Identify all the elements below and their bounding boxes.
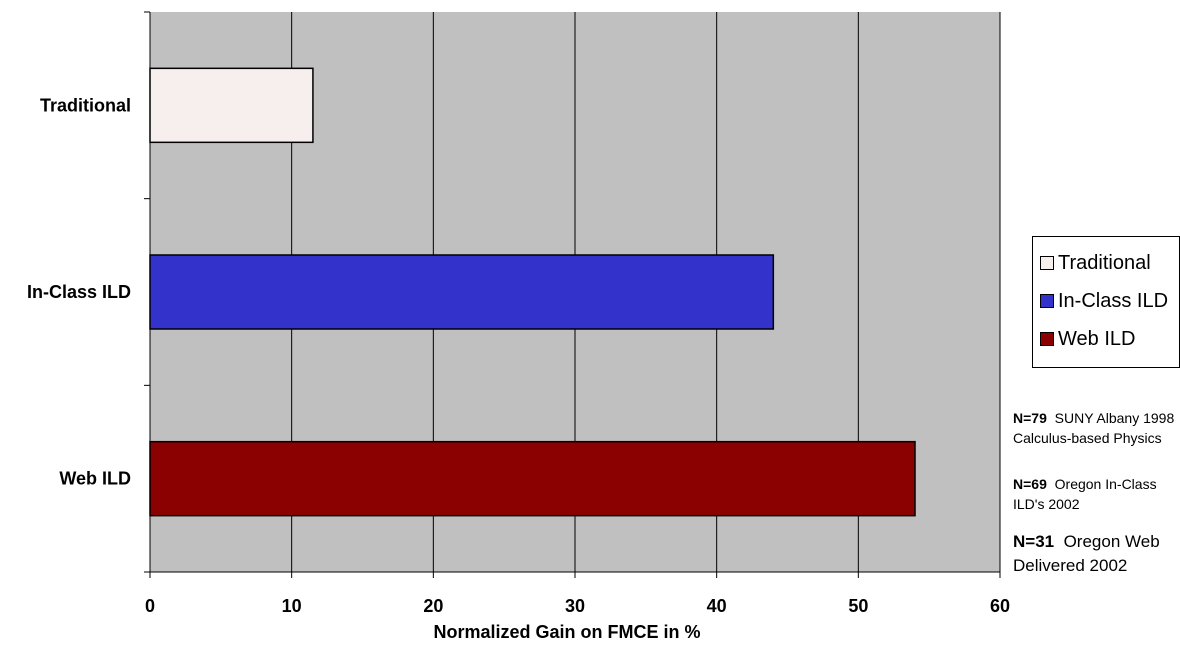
legend: Traditional In-Class ILD Web ILD: [1032, 236, 1180, 368]
legend-label-web-ild: Web ILD: [1058, 327, 1136, 350]
x-tick-label-10: 10: [282, 596, 302, 616]
x-tick-label-40: 40: [707, 596, 727, 616]
bar-in-class-ild: [149, 254, 775, 330]
x-tick-label-60: 60: [990, 596, 1010, 616]
note-n-oregon-web: N=31: [1013, 532, 1055, 551]
note-suny-albany: N=79 SUNY Albany 1998 Calculus-based Phy…: [1013, 408, 1178, 448]
x-tick-label-50: 50: [848, 596, 868, 616]
category-label-in-class-ild: In-Class ILD: [27, 282, 131, 302]
category-label-web-ild: Web ILD: [59, 469, 131, 489]
legend-swatch-web-ild: [1040, 332, 1054, 346]
note-text-suny: SUNY Albany 1998 Calculus-based Physics: [1013, 410, 1175, 446]
x-axis-title: Normalized Gain on FMCE in %: [433, 622, 700, 642]
note-oregon-in-class: N=69 Oregon In-Class ILD's 2002: [1013, 474, 1178, 514]
category-label-traditional: Traditional: [40, 95, 131, 115]
bar-web-ild: [149, 440, 916, 517]
legend-item-traditional: Traditional: [1033, 244, 1179, 282]
legend-label-in-class-ild: In-Class ILD: [1058, 289, 1169, 312]
bar-traditional: [149, 67, 314, 144]
note-oregon-web: N=31 Oregon Web Delivered 2002: [1013, 530, 1178, 578]
legend-swatch-traditional: [1040, 256, 1054, 270]
note-n-oregon-in-class: N=69: [1013, 476, 1047, 492]
note-text-oregon-web: Oregon Web Delivered 2002: [1013, 532, 1160, 575]
note-text-oregon-in-class: Oregon In-Class ILD's 2002: [1013, 476, 1157, 512]
legend-label-traditional: Traditional: [1058, 251, 1151, 274]
note-n-suny: N=79: [1013, 410, 1047, 426]
legend-swatch-in-class-ild: [1040, 294, 1054, 308]
x-tick-label-20: 20: [423, 596, 443, 616]
x-tick-label-30: 30: [565, 596, 585, 616]
legend-item-web-ild: Web ILD: [1033, 320, 1179, 358]
x-tick-label-0: 0: [145, 596, 155, 616]
legend-item-in-class-ild: In-Class ILD: [1033, 282, 1179, 320]
